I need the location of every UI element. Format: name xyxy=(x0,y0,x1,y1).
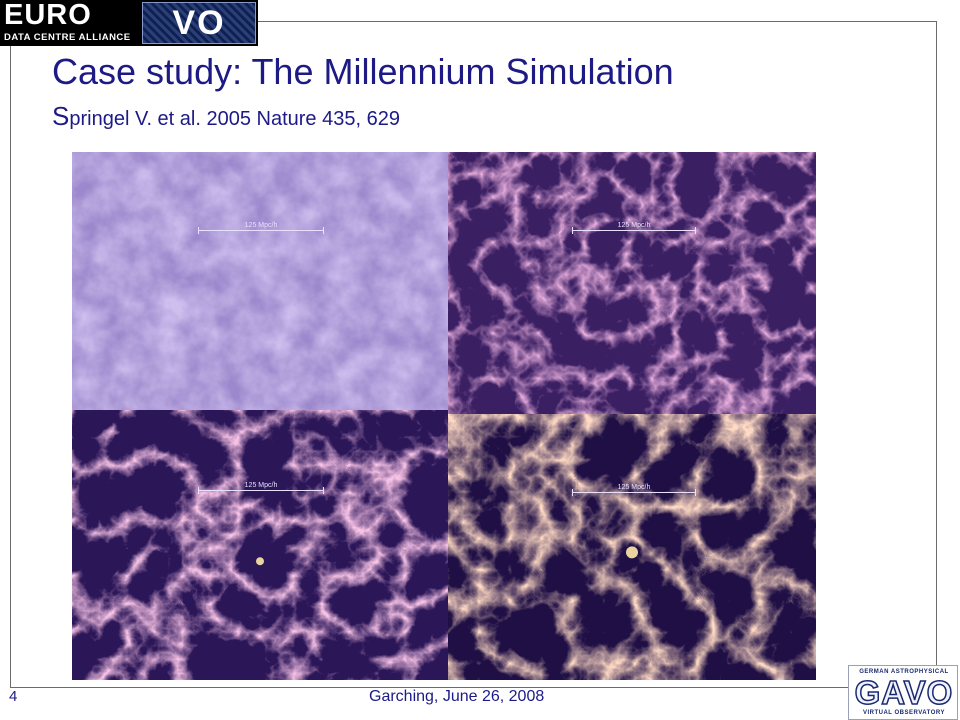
scale-bar: 125 Mpc/h xyxy=(572,484,696,496)
scale-bar-label: 125 Mpc/h xyxy=(244,222,278,229)
cluster-highlight xyxy=(626,546,638,559)
subtitle-rest: pringel V. et al. 2005 Nature 435, 629 xyxy=(69,108,400,130)
logo-word: EURO xyxy=(4,0,92,31)
gavo-main-text: GAVO xyxy=(854,674,954,711)
panel-texture xyxy=(72,410,448,680)
scale-bar: 125 Mpc/h xyxy=(198,482,324,494)
subtitle-initial: S xyxy=(52,101,70,131)
page-number: 4 xyxy=(9,688,18,705)
slide-frame xyxy=(10,21,937,688)
scale-bar-label: 125 Mpc/h xyxy=(617,222,651,229)
panel-texture xyxy=(448,152,816,414)
slide-title: Case study: The Millennium Simulation xyxy=(52,51,674,92)
logo-vo: VO xyxy=(142,2,256,44)
logo-subtitle: DATA CENTRE ALLIANCE xyxy=(4,32,131,43)
simulation-panel-late xyxy=(72,410,448,680)
scale-bar: 125 Mpc/h xyxy=(572,222,696,234)
scale-bar-label: 125 Mpc/h xyxy=(617,484,651,491)
simulation-panel-mid xyxy=(448,152,816,414)
scale-bar-label: 125 Mpc/h xyxy=(244,482,278,489)
gavo-top-text: GERMAN ASTROPHYSICAL xyxy=(859,669,949,675)
gavo-bottom-text: VIRTUAL OBSERVATORY xyxy=(862,710,946,716)
simulation-panel-present xyxy=(448,414,816,680)
scale-bar: 125 Mpc/h xyxy=(198,222,324,234)
panel-texture xyxy=(72,152,448,410)
gavo-logo: GERMAN ASTROPHYSICAL GAVO VIRTUAL OBSERV… xyxy=(848,665,958,720)
slide-subtitle: Springel V. et al. 2005 Nature 435, 629 xyxy=(52,100,912,135)
cluster-highlight xyxy=(256,557,264,566)
footer-text: Garching, June 26, 2008 xyxy=(369,688,545,705)
euro-vo-logo: EURO VO DATA CENTRE ALLIANCE xyxy=(0,0,258,46)
simulation-image-mosaic: 125 Mpc/h 125 Mpc/h 125 Mpc/h 125 Mpc/h xyxy=(72,152,816,680)
simulation-panel-early xyxy=(72,152,448,410)
